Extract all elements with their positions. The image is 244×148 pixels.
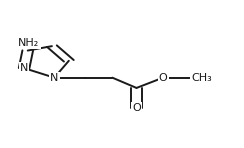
Text: O: O — [132, 103, 141, 114]
Text: N: N — [20, 63, 28, 73]
Text: O: O — [159, 73, 167, 83]
Text: N: N — [50, 73, 59, 83]
Text: CH₃: CH₃ — [191, 73, 212, 83]
Text: NH₂: NH₂ — [18, 38, 40, 48]
